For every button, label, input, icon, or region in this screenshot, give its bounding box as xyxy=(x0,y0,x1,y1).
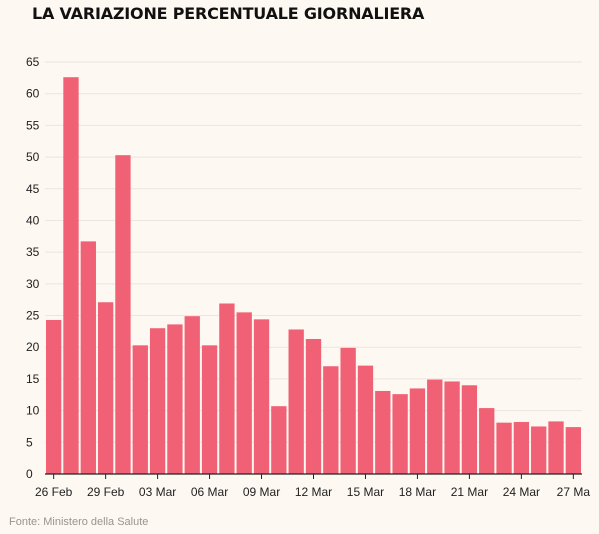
bar xyxy=(340,347,356,474)
bar xyxy=(184,316,200,474)
source-note: Fonte: Ministero della Salute xyxy=(9,516,149,528)
y-tick-label: 35 xyxy=(26,245,40,259)
x-tick-label: 24 Mar xyxy=(503,485,540,499)
bar xyxy=(63,77,79,475)
bar xyxy=(271,406,287,474)
bar xyxy=(496,422,512,474)
bar xyxy=(236,312,252,474)
x-tick-label: 03 Mar xyxy=(139,485,176,499)
y-tick-label: 65 xyxy=(26,55,40,69)
x-tick-label: 15 Mar xyxy=(347,485,384,499)
y-tick-label: 5 xyxy=(26,435,33,449)
bar xyxy=(219,303,235,474)
bar xyxy=(513,422,530,474)
bar xyxy=(461,385,478,474)
x-tick-label: 12 Mar xyxy=(295,485,332,499)
bar xyxy=(323,366,339,474)
bar xyxy=(97,302,114,474)
x-tick-label: 21 Mar xyxy=(451,485,488,499)
x-tick-label: 29 Feb xyxy=(87,485,125,499)
x-tick-label: 18 Mar xyxy=(399,485,436,499)
x-tick-label: 26 Feb xyxy=(35,485,73,499)
y-tick-label: 60 xyxy=(26,87,40,101)
y-tick-label: 10 xyxy=(26,404,40,418)
bar xyxy=(548,421,564,474)
x-tick-label: 27 Ma xyxy=(557,485,591,499)
y-tick-label: 50 xyxy=(26,150,40,164)
bar xyxy=(392,394,408,474)
y-axis: 0 5 10 15 20 25 30 35 40 45 50 55 60 65 xyxy=(26,55,40,481)
y-tick-label: 0 xyxy=(26,467,33,481)
y-tick-label: 15 xyxy=(26,372,40,386)
bar xyxy=(427,379,443,474)
bar xyxy=(149,328,166,474)
x-tick-label: 06 Mar xyxy=(191,485,228,499)
chart-title: LA VARIAZIONE PERCENTUALE GIORNALIERA xyxy=(32,4,425,23)
bar xyxy=(288,329,304,474)
bar xyxy=(46,319,62,474)
x-axis: 26 Feb 29 Feb 03 Mar 06 Mar 09 Mar 12 Mar 15 M… xyxy=(35,474,590,499)
bar xyxy=(409,388,426,474)
y-tick-label: 30 xyxy=(26,277,40,291)
bars xyxy=(46,77,581,475)
bar xyxy=(201,345,218,474)
y-tick-label: 45 xyxy=(26,182,40,196)
x-tick-label: 09 Mar xyxy=(243,485,280,499)
bar xyxy=(132,345,148,474)
bar xyxy=(305,338,322,474)
bar xyxy=(167,324,183,474)
y-tick-label: 55 xyxy=(26,118,40,132)
bar xyxy=(444,381,460,474)
y-tick-label: 40 xyxy=(26,213,40,227)
bar xyxy=(375,390,391,474)
bar xyxy=(531,426,547,474)
bar xyxy=(565,427,581,474)
bar xyxy=(80,241,96,474)
bar xyxy=(479,408,495,474)
y-tick-label: 25 xyxy=(26,309,40,323)
bar xyxy=(253,319,270,474)
bar xyxy=(115,155,131,474)
bar xyxy=(357,365,374,474)
y-tick-label: 20 xyxy=(26,340,40,354)
